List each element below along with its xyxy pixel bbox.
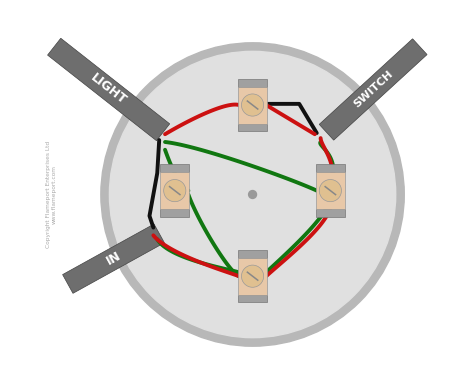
Bar [238,258,267,295]
Bar [238,124,267,131]
Text: Copyright Flameport Enterprises Ltd
www.flameport.com: Copyright Flameport Enterprises Ltd www.… [46,141,56,248]
Bar [316,164,345,172]
Circle shape [241,94,264,116]
Bar [238,250,267,258]
Bar [238,79,267,87]
Bar [238,295,267,303]
FancyBboxPatch shape [47,38,170,141]
Circle shape [164,180,186,202]
Bar [160,164,189,172]
Circle shape [101,43,404,346]
FancyBboxPatch shape [63,224,164,293]
Text: IN: IN [104,249,123,268]
Circle shape [241,265,264,287]
Circle shape [319,180,341,202]
Bar [160,209,189,217]
Bar [160,172,189,209]
FancyBboxPatch shape [319,39,427,140]
Text: SWITCH: SWITCH [352,69,395,110]
Bar [238,87,267,124]
Circle shape [109,51,396,338]
Text: LIGHT: LIGHT [88,72,129,107]
Bar [316,209,345,217]
Bar [316,172,345,209]
Circle shape [248,190,257,199]
